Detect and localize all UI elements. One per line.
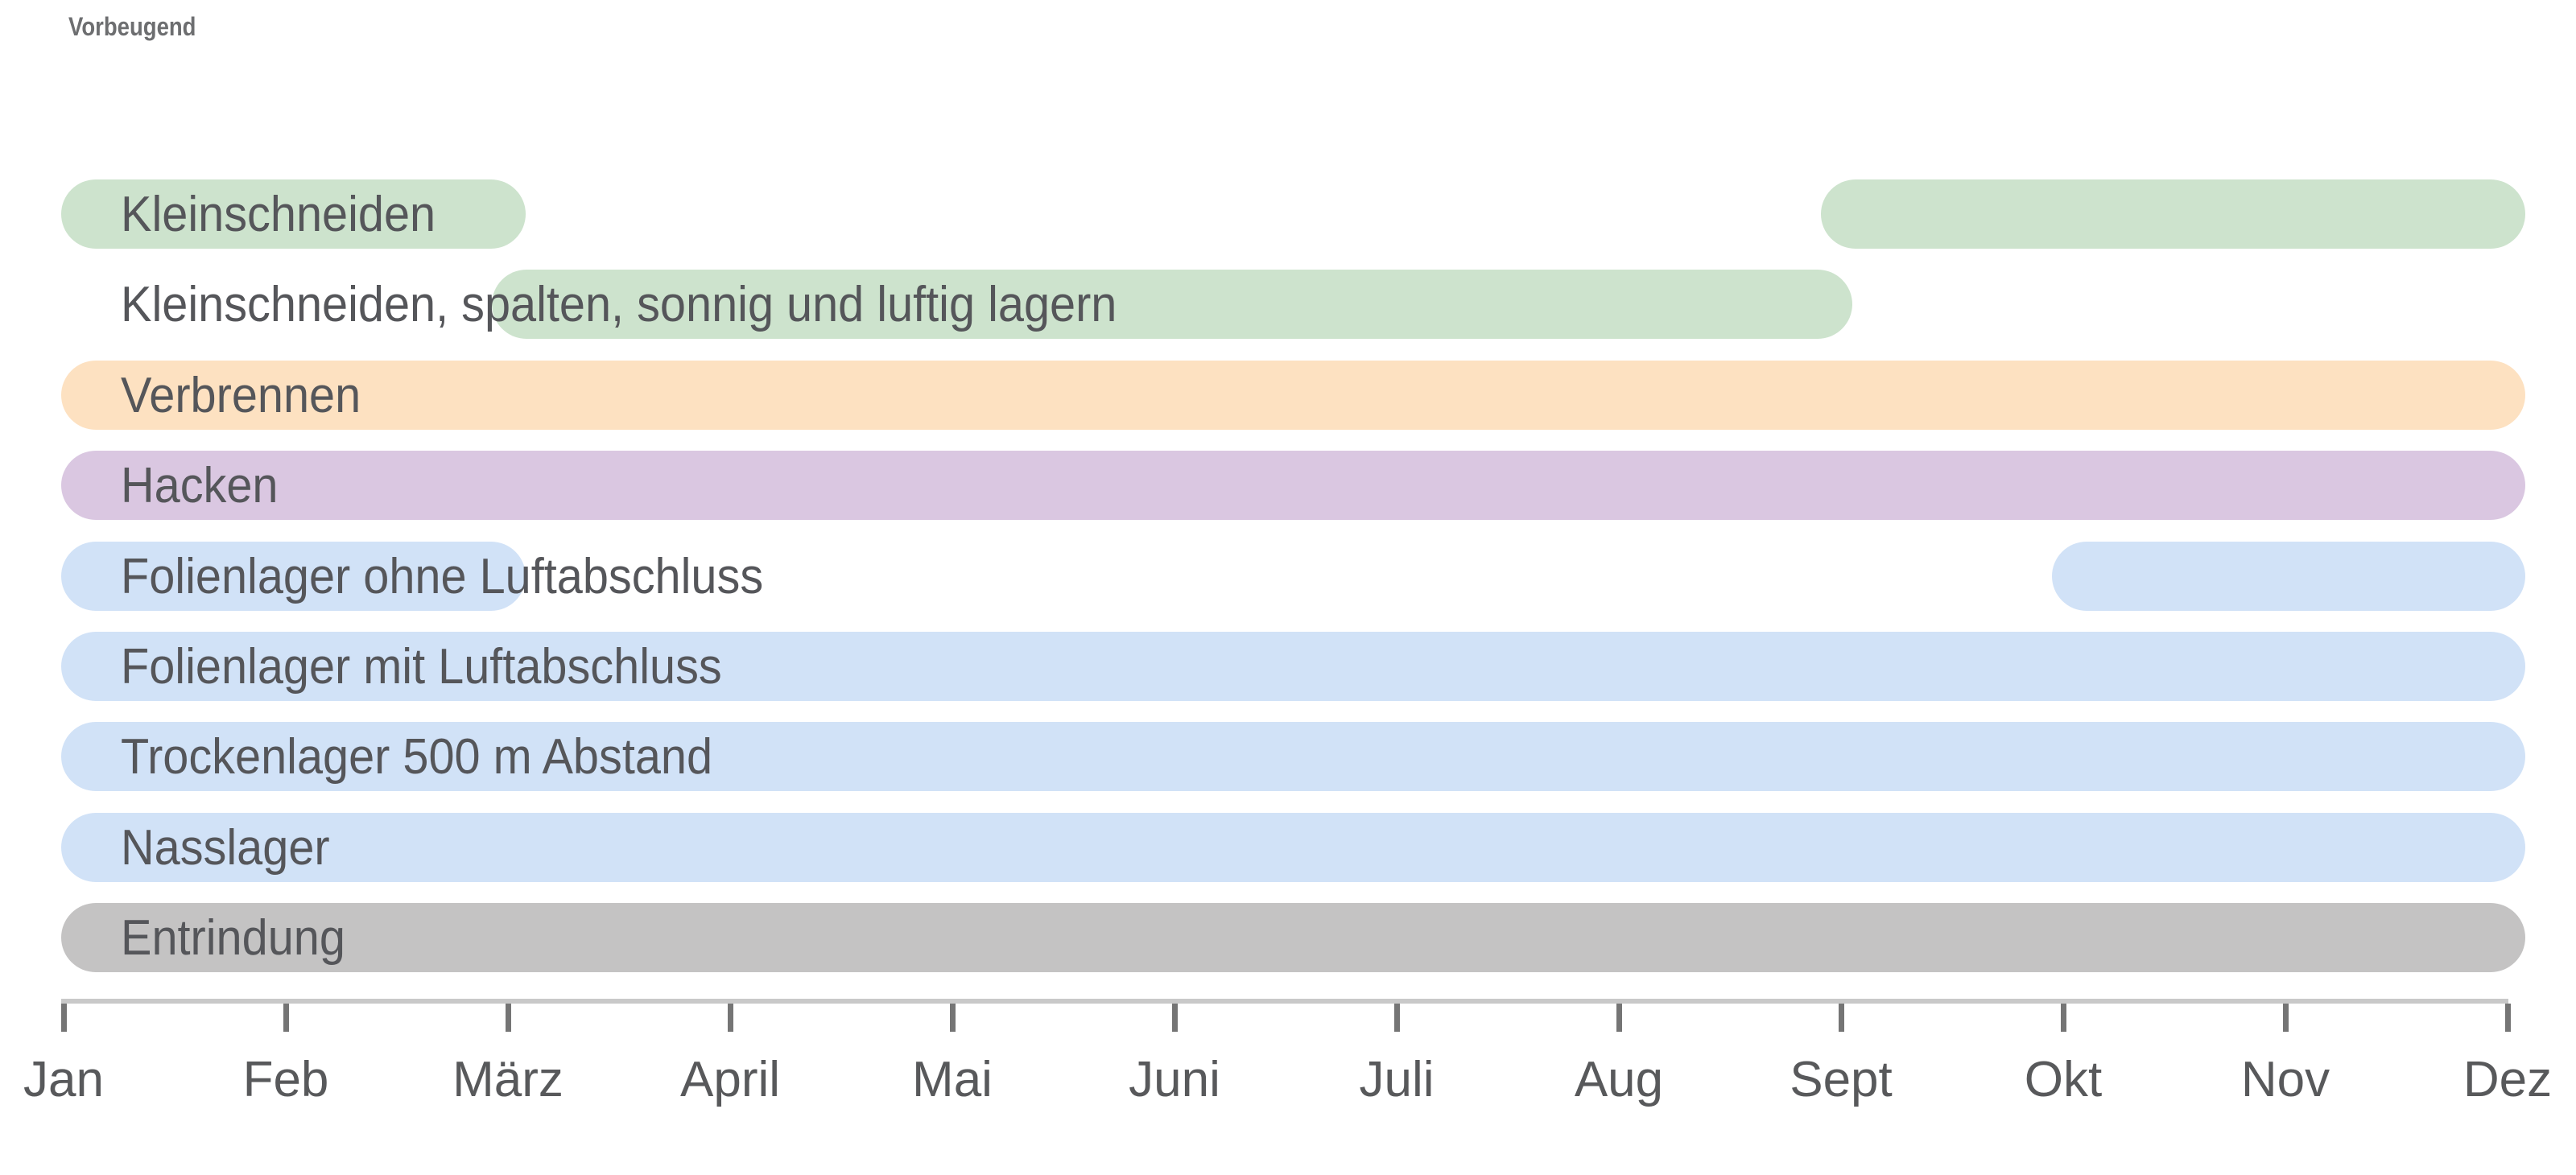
gantt-bar: [61, 632, 2526, 701]
x-axis-line: [61, 999, 2508, 1004]
page-title: Vorbeugend: [68, 12, 196, 41]
axis-month-label: Mai: [912, 1052, 993, 1107]
axis-tick: [1393, 1004, 1400, 1032]
axis-tick: [1171, 1004, 1178, 1032]
axis-month-label: Okt: [2024, 1052, 2103, 1107]
gantt-bar: [61, 903, 2526, 972]
row-label: Nasslager: [121, 820, 330, 876]
gantt-bar: [61, 451, 2526, 520]
axis-tick: [283, 1004, 289, 1032]
axis-month-label: Juli: [1359, 1052, 1435, 1107]
axis-tick: [60, 1004, 67, 1032]
axis-tick: [2282, 1004, 2289, 1032]
axis-tick: [1838, 1004, 1844, 1032]
axis-month-label: Jan: [23, 1052, 104, 1107]
gantt-bar: [492, 270, 1852, 339]
row-label: Kleinschneiden: [121, 187, 436, 242]
row-label: Folienlager ohne Luftabschluss: [121, 549, 764, 604]
gantt-bar: [2051, 542, 2526, 611]
axis-tick: [1616, 1004, 1622, 1032]
axis-month-label: Feb: [242, 1052, 329, 1107]
axis-month-label: Aug: [1574, 1052, 1664, 1107]
row-label: Kleinschneiden, spalten, sonnig und luft…: [121, 277, 1117, 332]
row-label: Trockenlager 500 m Abstand: [121, 729, 713, 785]
gantt-bar: [61, 179, 526, 249]
gantt-bar: [61, 542, 526, 611]
axis-month-label: Dez: [2462, 1052, 2553, 1107]
gantt-bar: [61, 722, 2526, 791]
axis-tick: [2504, 1004, 2511, 1032]
axis-tick: [727, 1004, 733, 1032]
axis-month-label: März: [452, 1052, 564, 1107]
axis-month-label: Juni: [1129, 1052, 1220, 1107]
gantt-bar: [61, 361, 2526, 430]
row-label: Folienlager mit Luftabschluss: [121, 639, 722, 695]
gantt-bar: [1820, 179, 2526, 249]
row-label: Verbrennen: [121, 368, 361, 423]
axis-month-label: Sept: [1790, 1052, 1893, 1107]
gantt-bar: [61, 813, 2526, 882]
axis-month-label: Nov: [2240, 1052, 2330, 1107]
row-label: Entrindung: [121, 910, 345, 966]
axis-tick: [2060, 1004, 2066, 1032]
axis-month-label: April: [679, 1052, 781, 1107]
axis-tick: [505, 1004, 511, 1032]
axis-tick: [949, 1004, 956, 1032]
row-label: Hacken: [121, 458, 279, 513]
